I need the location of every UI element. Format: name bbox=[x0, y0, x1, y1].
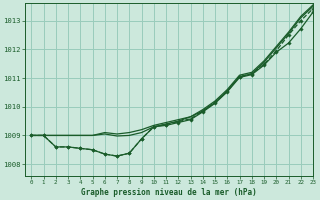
X-axis label: Graphe pression niveau de la mer (hPa): Graphe pression niveau de la mer (hPa) bbox=[81, 188, 257, 197]
